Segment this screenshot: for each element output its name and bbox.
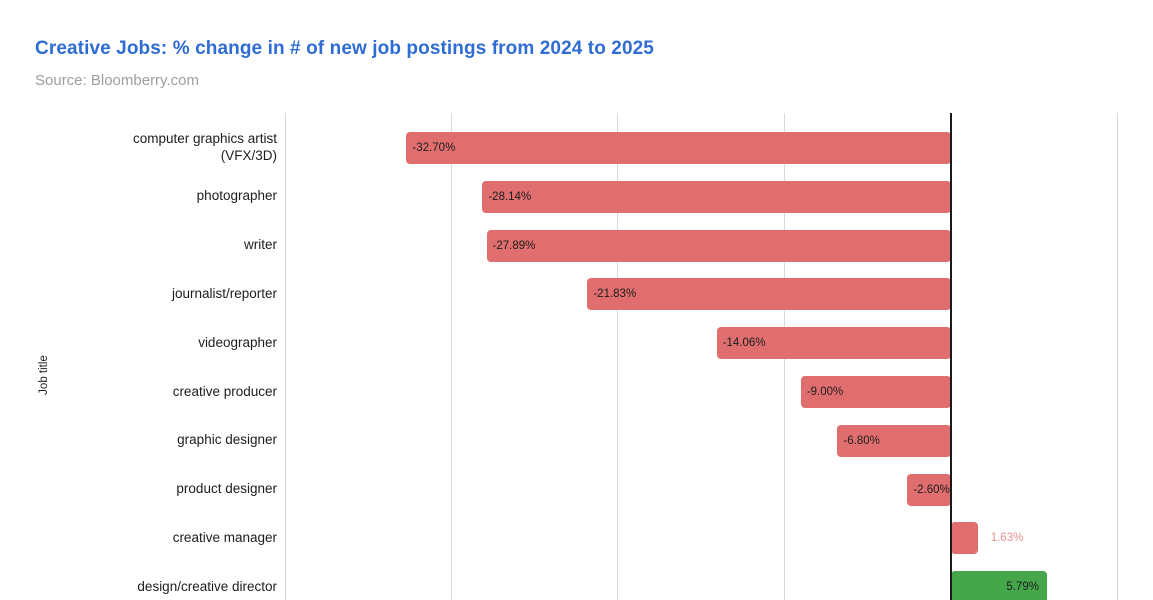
category-label: design/creative director <box>137 579 277 594</box>
category-label: computer graphics artist (VFX/3D) <box>132 131 277 163</box>
value-label: -21.83% <box>593 288 637 300</box>
y-axis-title: Job title <box>38 355 50 395</box>
category-label: writer <box>244 237 277 252</box>
chart-subtitle: Source: Bloomberry.com <box>35 72 199 89</box>
value-label: 5.79% <box>1006 581 1039 593</box>
plot-area: Job title computer graphics artist (VFX/… <box>0 113 1153 600</box>
category-label: creative producer <box>172 384 277 399</box>
bar <box>950 522 978 554</box>
gridline <box>617 113 619 600</box>
value-label: 1.63% <box>990 532 1024 544</box>
bar <box>587 278 951 310</box>
category-label: creative manager <box>172 530 277 545</box>
zero-axis-line <box>949 113 952 600</box>
category-label: product designer <box>176 481 277 496</box>
value-label: -9.00% <box>806 386 844 398</box>
bar <box>486 230 951 262</box>
value-label: -28.14% <box>488 191 532 203</box>
category-label: journalist/reporter <box>171 286 277 301</box>
value-label: -2.60% <box>913 484 950 496</box>
category-label: videographer <box>198 335 277 350</box>
bar <box>406 132 951 164</box>
category-label: graphic designer <box>177 432 277 447</box>
gridline <box>1116 113 1118 600</box>
value-label: -6.80% <box>843 435 880 447</box>
category-label: photographer <box>196 188 277 203</box>
bar <box>482 181 951 213</box>
chart-title: Creative Jobs: % change in # of new job … <box>35 38 654 59</box>
bar <box>907 474 951 506</box>
bar <box>950 571 1047 600</box>
bar <box>800 376 951 408</box>
bar <box>716 327 951 359</box>
bar <box>837 425 951 457</box>
value-label: -32.70% <box>412 142 456 154</box>
value-label: -14.06% <box>722 337 766 349</box>
gridline <box>450 113 452 600</box>
gridline <box>284 113 286 600</box>
value-label: -27.89% <box>492 240 536 252</box>
